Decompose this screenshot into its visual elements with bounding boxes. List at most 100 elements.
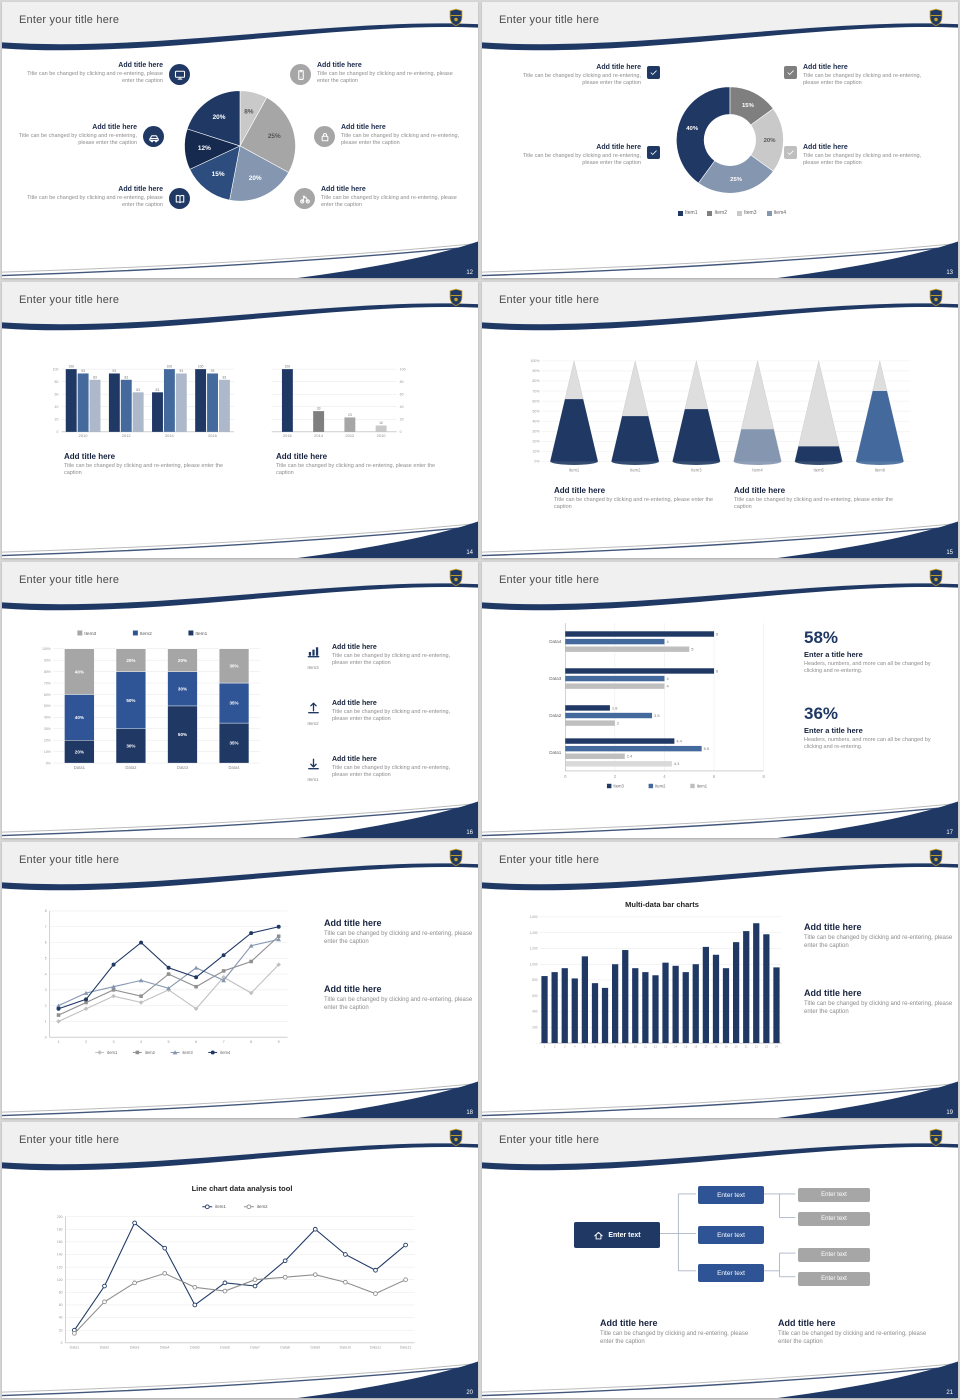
line-marker	[111, 984, 116, 989]
caption-text: Title can be changed by clicking and re-…	[276, 463, 436, 477]
line-marker	[56, 1003, 61, 1008]
bar	[682, 972, 689, 1044]
chart-text: Data5	[190, 1346, 200, 1350]
chart-text: 12%	[198, 145, 211, 152]
cone-fill	[611, 416, 660, 462]
stacked-segment	[167, 705, 198, 764]
bar	[722, 968, 730, 1044]
chart-text: 6	[195, 1040, 197, 1044]
bar	[652, 975, 659, 1044]
callout: Add title here Title can be changed by cl…	[294, 186, 462, 209]
chart-text: 60	[400, 392, 404, 396]
line-marker	[403, 1277, 408, 1283]
slide-thumbnail-page-12[interactable]: Enter your title here 12 8% 25% 20% 15% 12% 20%…	[2, 2, 478, 278]
caption-text: Title can be changed by clicking and re-…	[804, 1001, 953, 1016]
feature-title: Add title here	[332, 700, 377, 707]
feature-title: Add title here	[332, 644, 377, 651]
line-marker	[252, 1277, 258, 1283]
slide-thumbnail-page-16[interactable]: Enter your title here 16 Item3 Item2 Item1 0%…	[2, 562, 478, 838]
bar	[763, 934, 770, 1044]
slide-thumbnail-page-21[interactable]: Enter your title here 21 Enter text Enter t…	[482, 1122, 958, 1398]
chart-text: 50%	[126, 698, 135, 703]
chart-text: 63	[156, 388, 160, 392]
chart-text: 10%	[44, 750, 51, 754]
stacked-segment	[115, 728, 146, 764]
line-marker	[312, 1272, 318, 1277]
chart-text: 93	[112, 369, 116, 373]
stat-caption: Headers, numbers, and more can all be ch…	[804, 737, 931, 751]
legend-item: Item2	[707, 210, 727, 216]
chart-text: 80	[55, 380, 59, 384]
hbar	[565, 738, 675, 744]
line-marker	[210, 1050, 215, 1055]
line-marker	[139, 994, 143, 998]
hbar	[565, 683, 665, 689]
line-marker	[276, 937, 282, 942]
chart-canvas: Item3 Item2 Item1 0% 10% 20% 30% 40% 50% 60% 70% 80…	[42, 630, 260, 770]
slide-content: 8% 25% 20% 15% 12% 20% Add title here Title can…	[2, 2, 478, 278]
line-marker	[111, 962, 116, 967]
slide-thumbnail-page-15[interactable]: Enter your title here 15 0% 10% 20% 30% 40% 50%…	[482, 282, 958, 558]
chart-text: 63	[136, 388, 140, 392]
slide-title: Enter your title here	[499, 574, 600, 586]
chart-text: 5.5	[704, 746, 710, 751]
chart-text: 6	[716, 631, 719, 636]
car-icon	[148, 134, 159, 142]
bar	[175, 373, 187, 432]
chart-text: 2016	[208, 433, 218, 438]
feature-item: Item1 Add title here Title can be changed …	[302, 756, 472, 782]
chart-text: Data2	[100, 1346, 110, 1350]
chart-text: 4	[45, 972, 47, 976]
chart-text: 2	[554, 1045, 556, 1049]
chart-text: 15%	[742, 103, 755, 109]
book-icon-badge	[169, 188, 190, 209]
chart-text: 10%	[532, 450, 540, 454]
slide-thumbnail-page-14[interactable]: Enter your title here 14 0 20 40 60 80 100 100 93…	[2, 282, 478, 558]
callout-caption: Title can be changed by clicking and re-…	[341, 133, 460, 147]
chart-title: Multi-data bar charts	[625, 900, 699, 909]
caption-block: Add title here Title can be changed by cl…	[554, 486, 724, 512]
chart-text: 1.8	[612, 705, 618, 710]
diagram-right-box: Enter text	[798, 1188, 870, 1202]
slide-thumbnail-page-19[interactable]: Enter your title here 19 Multi-data bar ch…	[482, 842, 958, 1118]
chart-text: Item2	[140, 631, 152, 637]
slide-thumbnail-page-18[interactable]: Enter your title here 18 0 1 2 3 4 5 6 7 8 1 2 3 4 5 6 7 8…	[2, 842, 478, 1118]
bar	[712, 954, 720, 1044]
chart-text: 5	[168, 1040, 170, 1044]
callout: Add title here Title can be changed by cl…	[314, 124, 472, 147]
chart-text: 2012	[345, 433, 354, 438]
pie-slice	[186, 90, 241, 147]
chart-text: 60	[55, 392, 59, 396]
slide-thumbnail-page-20[interactable]: Enter your title here 20 Line chart data a…	[2, 1122, 478, 1398]
feature-item: Item3 Add title here Title can be changed …	[302, 644, 472, 670]
chart-text: 10	[379, 421, 383, 425]
chart-text: 20%	[126, 658, 135, 663]
caption-title: Add title here	[276, 452, 328, 461]
page-number: 20	[466, 1390, 473, 1396]
chart-text: 2	[45, 1004, 47, 1008]
school-crest-logo-icon	[929, 568, 943, 587]
bar	[77, 373, 89, 432]
slide-decoration	[2, 2, 478, 278]
chart-canvas: 0 1 2 3 4 5 6 7 8 1 2 3 4 5 6 7 8 9 item1 item2 item3 item4	[45, 909, 288, 1055]
callout-title: Add title here	[92, 124, 137, 131]
diagram-mid-box: Enter text	[698, 1264, 764, 1282]
line-marker	[248, 943, 254, 948]
slide-thumbnail-page-13[interactable]: Enter your title here 13 15% 20% 25% 40% Item1…	[482, 2, 958, 278]
slide-content: 0% 10% 20% 30% 40% 50% 60% 70% 80% 90% 100% Item1 It…	[482, 282, 958, 558]
chart-text: Item3	[691, 467, 702, 472]
checkbox-icon	[647, 66, 660, 79]
slide-thumbnail-page-17[interactable]: Enter your title here 17 0 2 4 6 8 Data4 6 4 5 Data…	[482, 562, 958, 838]
cone-fill	[672, 409, 721, 462]
chart-text: 100%	[42, 647, 51, 651]
chart-text: item4	[220, 1050, 231, 1055]
chart-text: 35%	[229, 701, 238, 706]
chart-text: Item2	[630, 467, 641, 472]
cone-fill	[550, 399, 598, 462]
chart-text: 21	[745, 1045, 749, 1049]
caption-block: Add title here Title can be changed by cl…	[734, 486, 904, 512]
stat-caption: Headers, numbers, and more can all be ch…	[804, 661, 931, 675]
legend-swatch	[188, 630, 194, 636]
stacked-segment	[218, 648, 250, 684]
legend-item: Item4	[766, 210, 786, 216]
